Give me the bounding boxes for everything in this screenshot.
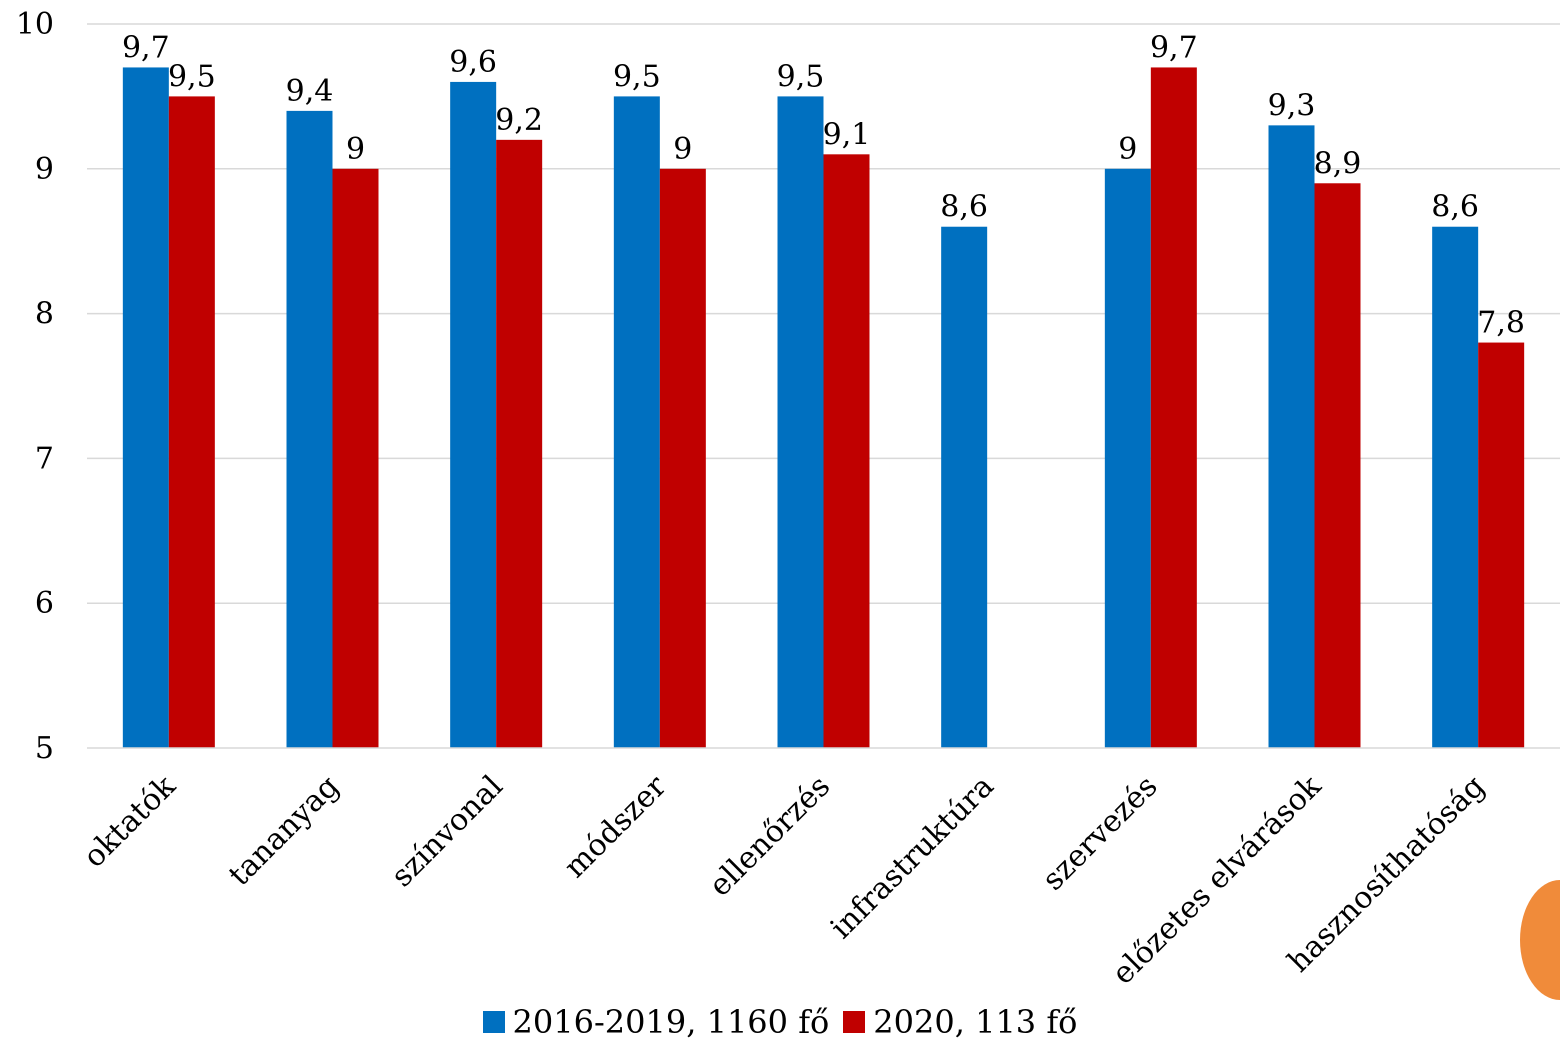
bar-series-2 [823, 154, 870, 748]
data-label-series-1: 9,7 [122, 30, 170, 65]
data-label-series-2: 9,1 [823, 117, 871, 152]
legend-swatch-series-2 [843, 1011, 866, 1033]
bar-series-1 [613, 96, 660, 748]
bar-series-2 [332, 168, 379, 749]
data-label-series-1: 8,6 [940, 190, 988, 225]
data-label-series-2: 9 [346, 132, 365, 167]
bar-series-2 [1314, 183, 1361, 748]
bar-series-1 [450, 81, 497, 749]
y-tick-label: 10 [16, 7, 54, 42]
data-label-series-1: 9,6 [449, 45, 497, 80]
data-label-series-2: 9,2 [495, 103, 543, 138]
data-label-series-2: 9 [673, 132, 692, 167]
y-axis-ticks: 5 6 7 8 9 10 [16, 7, 54, 766]
x-tick-label: infrastruktúra [824, 769, 1001, 946]
y-tick-label: 8 [35, 297, 54, 332]
bar-series-1 [1104, 168, 1151, 749]
data-label-series-2: 9,5 [168, 59, 216, 94]
x-tick-label: oktatók [77, 768, 183, 874]
bar-series-1 [1268, 125, 1315, 749]
x-tick-label: színvonal [385, 769, 510, 894]
bar-series-1 [286, 110, 333, 748]
bar-series-1 [122, 67, 169, 748]
legend-label-series-1: 2016-2019, 1160 fő [512, 1003, 830, 1041]
y-tick-label: 7 [35, 441, 54, 476]
bar-series-1 [777, 96, 824, 748]
bar-series-2 [1150, 67, 1197, 748]
legend-item-series-2: 2020, 113 fő [843, 1003, 1077, 1041]
data-label-series-1: 8,6 [1431, 190, 1479, 225]
data-label-series-1: 9,4 [286, 74, 334, 109]
bar-series-1 [941, 226, 988, 749]
x-tick-label: szervezés [1036, 769, 1165, 898]
y-tick-label: 9 [35, 152, 54, 187]
data-label-series-2: 8,9 [1314, 146, 1362, 181]
legend-swatch-series-1 [482, 1011, 505, 1033]
legend-label-series-2: 2020, 113 fő [873, 1003, 1078, 1041]
y-tick-label: 6 [35, 586, 54, 621]
bar-series-1 [1432, 226, 1479, 749]
data-label-series-1: 9,5 [613, 59, 661, 94]
bars [122, 67, 1525, 749]
x-axis-labels: oktatók tananyag színvonal módszer ellenőrzé… [77, 768, 1492, 991]
y-tick-label: 5 [35, 731, 54, 766]
data-labels: 9,79,5 9,499,69,29,599,59,18,699,79,38,98… [122, 30, 1525, 340]
legend-item-series-1: 2016-2019, 1160 fő [482, 1003, 830, 1041]
legend: 2016-2019, 1160 fő 2020, 113 fő [0, 1002, 1560, 1042]
bar-series-2 [496, 139, 543, 749]
data-label-series-1: 9,5 [777, 59, 825, 94]
data-label-series-2: 9,7 [1150, 30, 1198, 65]
data-label-series-1: 9,3 [1268, 88, 1316, 123]
x-tick-label: ellenőrzés [703, 769, 838, 904]
bar-series-2 [1478, 342, 1525, 748]
data-label-series-1: 9 [1118, 132, 1137, 167]
x-tick-label: módszer [558, 768, 674, 884]
x-tick-label: tananyag [222, 769, 346, 893]
data-label-series-2: 7,8 [1477, 306, 1525, 341]
bar-series-2 [659, 168, 706, 749]
bar-series-2 [168, 96, 215, 748]
